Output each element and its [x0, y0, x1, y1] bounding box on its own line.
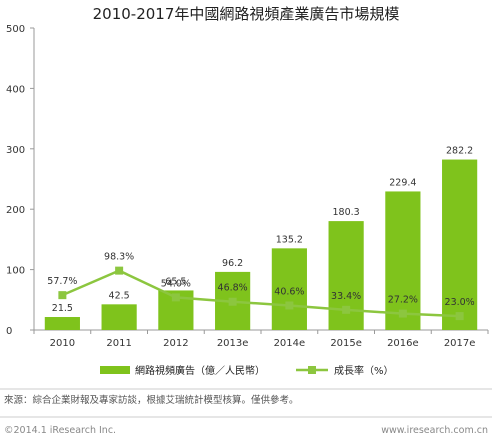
growth-value-label: 57.7%: [47, 276, 77, 287]
line-series: 57.7% 98.3% 54.0% 46.8% 40.6% 33.4% 27.2% 23.0%: [47, 252, 475, 321]
y-tick-label: 300: [6, 145, 25, 156]
footer-website: www.iresearch.com.cn: [381, 425, 488, 436]
chart-title: 2010-2017年中國網路視頻產業廣告市場規模: [93, 5, 400, 23]
x-tick-label: 2014e: [274, 338, 306, 349]
growth-value-label: 33.4%: [331, 291, 361, 302]
growth-marker: [455, 312, 464, 321]
bar: [44, 317, 80, 330]
growth-value-label: 54.0%: [161, 278, 191, 289]
growth-value-label: 46.8%: [218, 283, 248, 294]
growth-marker: [171, 293, 180, 302]
bar-value-label: 21.5: [52, 303, 73, 314]
bar: [101, 304, 137, 330]
bar-value-label: 180.3: [333, 207, 360, 218]
legend-line-marker: [308, 366, 316, 374]
x-tick-label: 2016e: [387, 338, 419, 349]
y-tick-label: 500: [6, 24, 25, 35]
x-tick-label: 2010: [50, 338, 75, 349]
legend-bar-swatch: [100, 366, 130, 374]
y-tick-label: 400: [6, 84, 25, 95]
y-tick-label: 100: [6, 266, 25, 277]
growth-marker: [115, 266, 124, 275]
growth-value-label: 40.6%: [274, 286, 304, 297]
growth-line: [61, 269, 460, 318]
growth-marker: [285, 301, 294, 310]
bar: [442, 159, 478, 330]
x-tick-label: 2013e: [217, 338, 249, 349]
legend: 網路視頻廣告（億／人民幣） 成長率（%）: [100, 364, 394, 377]
growth-value-label: 23.0%: [445, 297, 475, 308]
growth-marker: [58, 291, 67, 300]
growth-marker: [342, 305, 351, 314]
footer-copyright: ©2014.1 iResearch Inc.: [4, 425, 116, 436]
legend-bar-label: 網路視頻廣告（億／人民幣）: [135, 364, 265, 377]
y-tick-label: 200: [6, 205, 25, 216]
bar-value-label: 229.4: [389, 177, 416, 188]
growth-marker: [228, 297, 237, 306]
bar-value-label: 135.2: [276, 234, 303, 245]
growth-value-label: 27.2%: [388, 295, 418, 306]
bar: [385, 191, 421, 330]
y-tick-label: 0: [6, 326, 12, 337]
bar-value-label: 96.2: [222, 258, 243, 269]
x-tick-label: 2017e: [444, 338, 476, 349]
x-tick-label: 2015e: [330, 338, 362, 349]
bar-value-label: 42.5: [109, 290, 130, 301]
source-note: 來源：綜合企業財報及專家訪談，根據艾瑞統計模型核算。僅供參考。: [4, 394, 299, 406]
growth-value-label: 98.3%: [104, 252, 134, 263]
legend-line-label: 成長率（%）: [334, 364, 394, 377]
growth-marker: [398, 309, 407, 318]
x-tick-label: 2011: [106, 338, 131, 349]
bar-value-label: 65.5: [165, 276, 186, 287]
bar: [271, 248, 307, 330]
bar-value-label: 282.2: [446, 146, 473, 157]
x-tick-label: 2012: [163, 338, 188, 349]
